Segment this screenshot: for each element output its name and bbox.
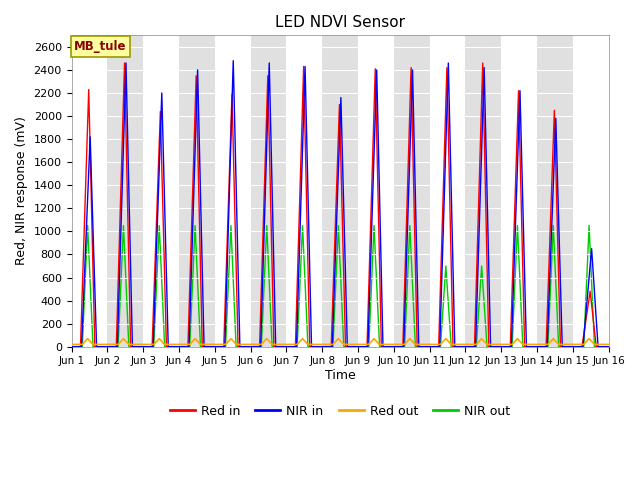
Bar xyxy=(179,36,215,347)
Bar xyxy=(429,36,465,347)
Bar xyxy=(251,36,286,347)
X-axis label: Time: Time xyxy=(324,369,355,382)
Bar xyxy=(322,36,358,347)
Bar xyxy=(501,36,537,347)
Title: LED NDVI Sensor: LED NDVI Sensor xyxy=(275,15,405,30)
Y-axis label: Red, NIR response (mV): Red, NIR response (mV) xyxy=(15,117,28,265)
Bar xyxy=(358,36,394,347)
Bar xyxy=(108,36,143,347)
Bar xyxy=(72,36,108,347)
Text: MB_tule: MB_tule xyxy=(74,40,127,53)
Bar xyxy=(465,36,501,347)
Bar xyxy=(573,36,609,347)
Bar xyxy=(143,36,179,347)
Bar xyxy=(215,36,251,347)
Legend: Red in, NIR in, Red out, NIR out: Red in, NIR in, Red out, NIR out xyxy=(164,400,516,423)
Bar xyxy=(286,36,322,347)
Bar xyxy=(537,36,573,347)
Bar xyxy=(394,36,429,347)
